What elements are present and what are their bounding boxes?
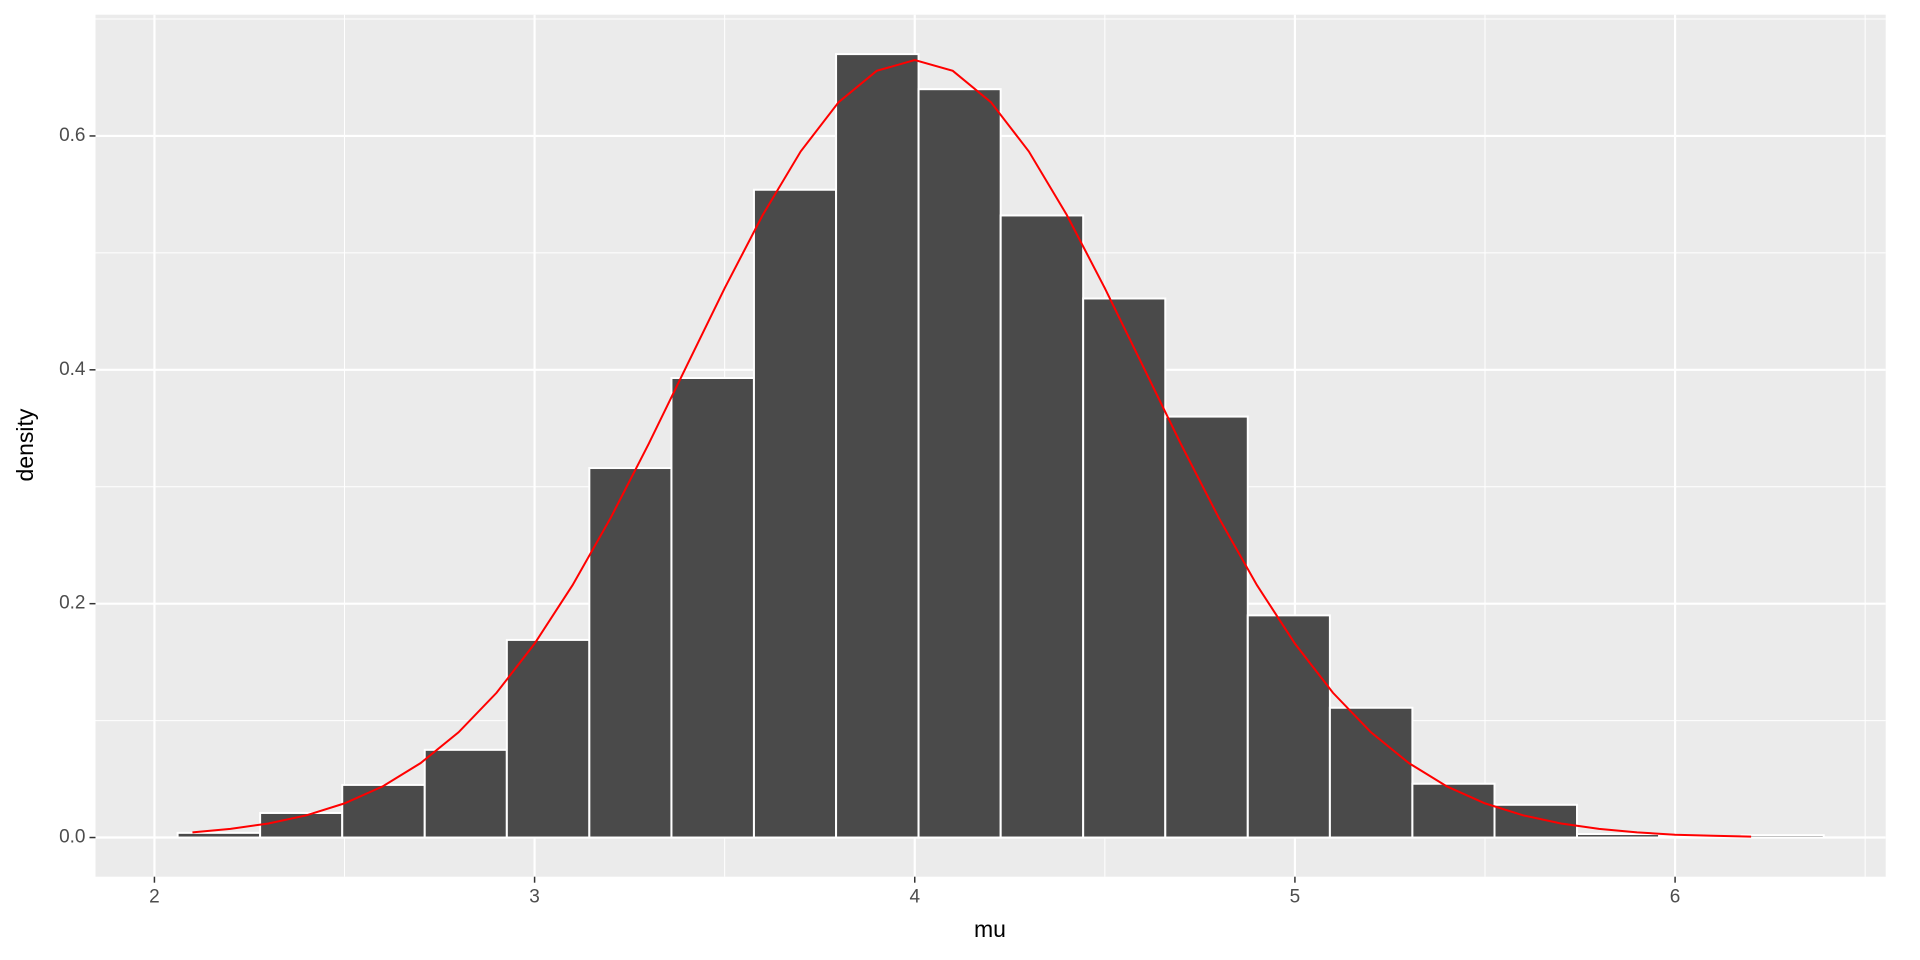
- bar: [670, 376, 755, 839]
- bar: [341, 783, 426, 839]
- bar: [505, 638, 591, 839]
- y-tick-label: 0.0: [59, 827, 85, 848]
- plot: 2 3 4 5 6 0.0 0.2 0.4 0.6: [59, 14, 1886, 908]
- bar: [1164, 415, 1249, 839]
- bar: [588, 467, 673, 839]
- bar: [999, 214, 1085, 839]
- bar: [1411, 782, 1496, 839]
- bar: [752, 188, 838, 839]
- bar: [835, 53, 920, 839]
- x-axis-title: mu: [974, 916, 1006, 942]
- x-tick-label: 2: [149, 887, 160, 908]
- x-tick-label: 6: [1670, 887, 1681, 908]
- y-tick-label: 0.6: [59, 125, 85, 146]
- bar: [423, 748, 508, 839]
- bar: [1576, 833, 1661, 839]
- x-tick-label: 3: [529, 887, 540, 908]
- bar: [1328, 706, 1414, 839]
- bar: [917, 88, 1002, 839]
- bar: [1082, 297, 1167, 839]
- x-tick-label: 5: [1290, 887, 1301, 908]
- bar: [176, 831, 262, 839]
- y-axis-title: density: [12, 408, 38, 481]
- y-tick-label: 0.4: [59, 359, 86, 380]
- bar: [1246, 614, 1331, 839]
- bar: [1740, 834, 1825, 839]
- y-tick-label: 0.2: [59, 593, 85, 614]
- density-curve: [192, 59, 1752, 838]
- x-tick-label: 4: [909, 887, 920, 908]
